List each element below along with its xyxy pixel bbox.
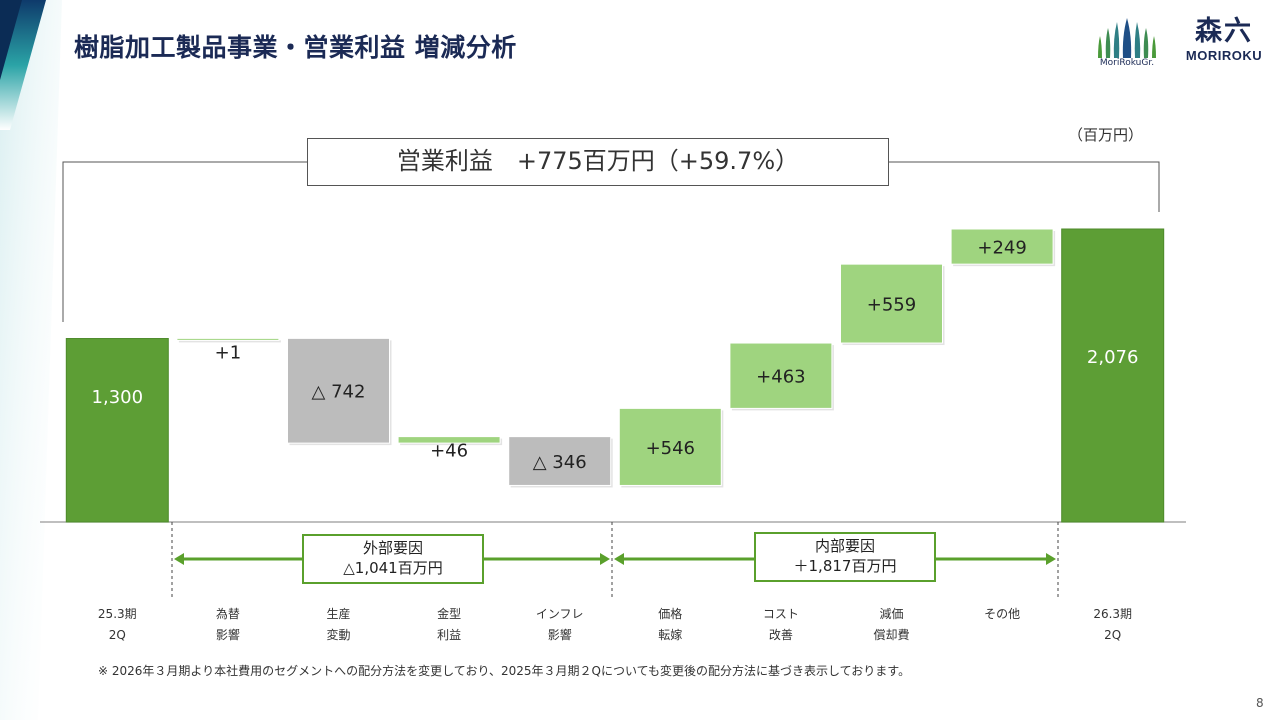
bar-9: [1061, 228, 1165, 523]
bar-value-label: △ 346: [533, 452, 587, 473]
bar-value-label: +546: [646, 438, 695, 459]
category-label: 価格: [658, 606, 682, 621]
external-factor-box: 外部要因 △1,041百万円: [302, 534, 484, 584]
category-label-line2: 変動: [326, 627, 350, 642]
page-title: 樹脂加工製品事業・営業利益 増減分析: [74, 33, 517, 62]
headline-box: 営業利益 +775百万円（+59.7%）: [307, 138, 889, 186]
category-label-line2: 影響: [548, 627, 572, 642]
category-label-line2: 償却費: [873, 627, 909, 642]
category-label-line2: 2Q: [1104, 628, 1121, 642]
category-label: 26.3期: [1093, 607, 1132, 621]
external-arrow-head-right: [600, 553, 610, 565]
page-number: 8: [1256, 696, 1264, 710]
category-label-line2: 利益: [437, 628, 461, 642]
category-label: コスト: [763, 607, 799, 621]
category-label-line2: 影響: [216, 627, 240, 642]
bracket-left: [62, 161, 307, 322]
external-factor-title: 外部要因: [362, 539, 423, 557]
internal-arrow-head-left: [614, 553, 624, 565]
category-label-line2: 転嫁: [658, 627, 682, 642]
logo-flames-icon: [1098, 18, 1156, 58]
category-label: 生産: [326, 606, 350, 621]
internal-factor-value: ＋1,817百万円: [793, 557, 897, 575]
bar-5: [618, 407, 722, 486]
morirokugr-logo: MoriRokuGr.: [1094, 18, 1160, 74]
bar-value-label: △ 742: [312, 382, 366, 403]
logo-kanji: 森六: [1195, 16, 1253, 47]
category-label: その他: [984, 607, 1020, 621]
internal-arrow-head-right: [1046, 553, 1056, 565]
bar-value-label: 1,300: [92, 387, 144, 408]
bar-value-label: +249: [977, 238, 1026, 259]
bar-shadow: [178, 340, 281, 343]
moriroku-logo: 森六 MORIROKU: [1184, 16, 1264, 63]
bar-0: [65, 338, 169, 523]
category-label: インフレ: [536, 607, 584, 621]
category-label: 為替: [216, 607, 240, 621]
bar-8: [950, 228, 1054, 265]
corner-decoration: [0, 0, 62, 720]
category-label: 金型: [437, 606, 461, 621]
category-label-line2: 改善: [769, 627, 793, 642]
category-label: 25.3期: [98, 607, 137, 621]
category-label: 減価: [879, 606, 903, 621]
logo-roman: MORIROKU: [1185, 48, 1263, 63]
bar-value-label: +1: [215, 342, 242, 363]
internal-factor-title: 内部要因: [814, 537, 875, 555]
bar-value-label: +463: [756, 367, 805, 388]
bar-value-label: +559: [867, 295, 916, 316]
logo-group-text: MoriRokuGr.: [1099, 58, 1155, 68]
bar-value-label: +46: [430, 441, 468, 462]
bracket-right: [889, 161, 1160, 212]
bar-value-label: 2,076: [1087, 347, 1139, 368]
bar-3: [397, 436, 501, 444]
external-factor-value: △1,041百万円: [343, 559, 443, 577]
bar-4: [508, 436, 612, 486]
footnote: ※ 2026年３月期より本社費用のセグメントへの配分方法を変更しており、2025…: [98, 664, 911, 678]
bar-1: [176, 337, 280, 341]
category-label-line2: 2Q: [109, 628, 126, 642]
bar-7: [840, 263, 943, 344]
unit-label: （百万円）: [1068, 126, 1144, 144]
bar-2: [287, 337, 390, 444]
external-arrow-head-left: [174, 553, 184, 565]
bar-6: [729, 342, 833, 409]
internal-factor-box: 内部要因 ＋1,817百万円: [754, 532, 936, 582]
